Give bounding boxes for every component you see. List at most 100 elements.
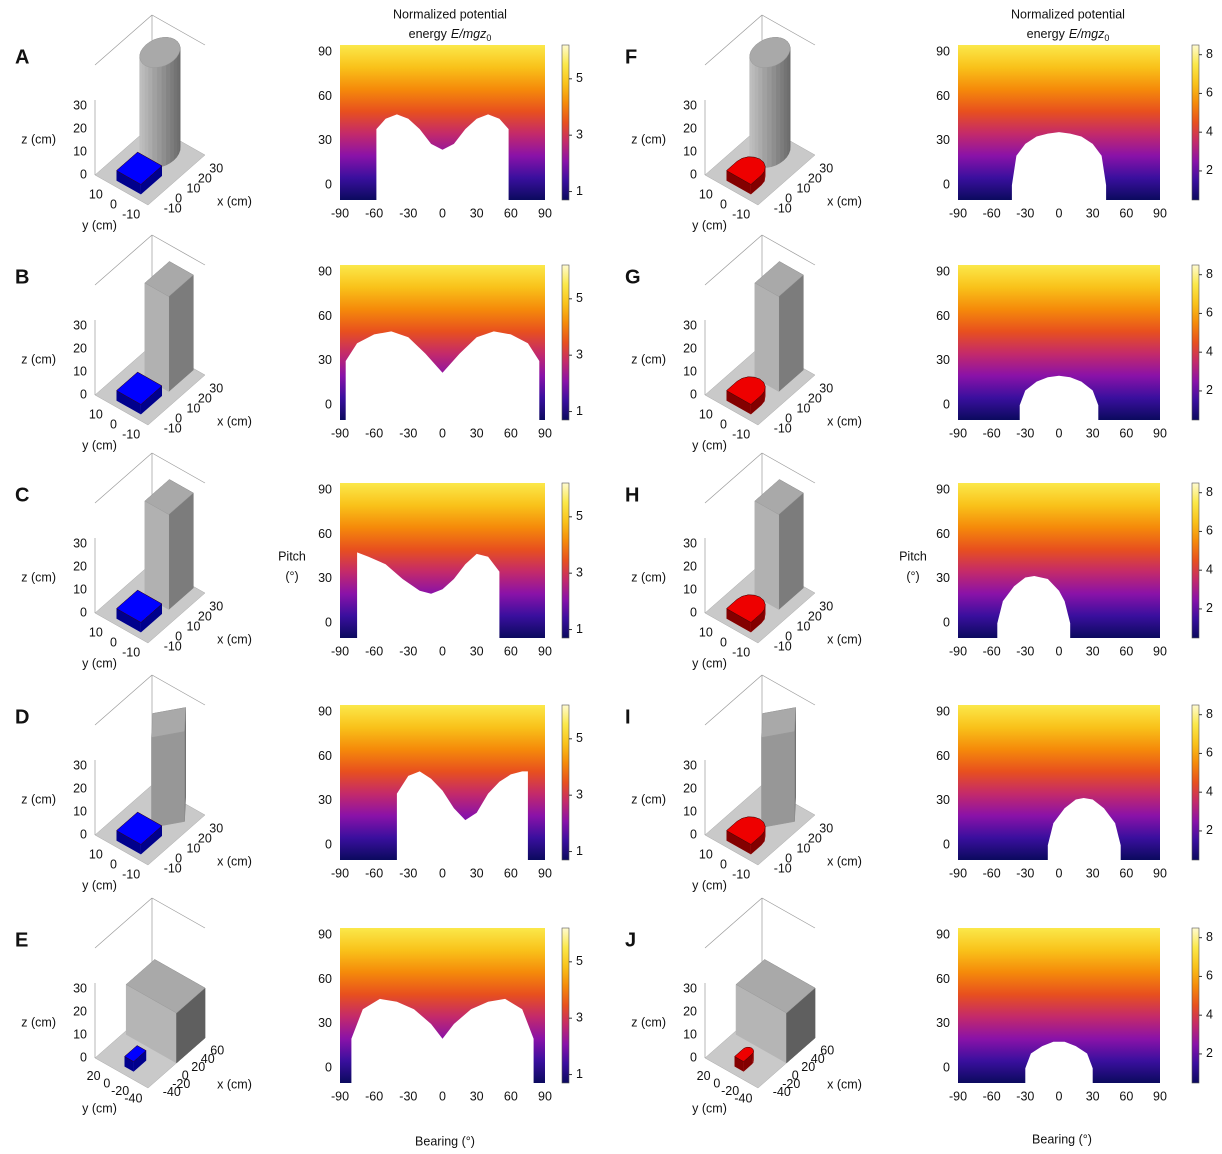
x-axis-label: x (cm) bbox=[827, 414, 862, 428]
y-tick-label: 0 bbox=[110, 857, 117, 871]
x-tick-label: -30 bbox=[1016, 206, 1034, 220]
x-tick-label: 30 bbox=[1086, 644, 1100, 658]
y-tick-label: 10 bbox=[699, 847, 713, 861]
obstacle-top bbox=[761, 707, 796, 738]
panel-letter: B bbox=[15, 266, 29, 288]
colorbar-tick-label: 2 bbox=[1206, 823, 1213, 837]
x-tick-label: 0 bbox=[175, 191, 182, 205]
z-tick-label: 0 bbox=[80, 605, 87, 619]
robot-side bbox=[116, 830, 141, 855]
robot-shade bbox=[726, 390, 751, 415]
x-tick-label: 30 bbox=[1086, 1089, 1100, 1103]
z-axis-label: z (cm) bbox=[21, 352, 56, 366]
robot-side bbox=[743, 1054, 753, 1072]
x-tick-label: 20 bbox=[801, 1060, 815, 1074]
y-tick-label: 30 bbox=[318, 133, 332, 147]
y-tick-label: 30 bbox=[936, 793, 950, 807]
x-tick-label: -90 bbox=[949, 644, 967, 658]
x-tick-label: 30 bbox=[1086, 426, 1100, 440]
z-tick-label: 30 bbox=[683, 98, 697, 112]
x-tick-label: 20 bbox=[808, 391, 822, 405]
x-tick-label: 30 bbox=[819, 821, 833, 835]
schematic-frame bbox=[151, 674, 206, 706]
x-tick-label: -10 bbox=[164, 201, 182, 215]
y-tick-label: 60 bbox=[318, 89, 332, 103]
infeasible-region bbox=[345, 331, 540, 420]
y-tick-label: 0 bbox=[325, 616, 332, 630]
z-tick-label: 20 bbox=[73, 341, 87, 355]
infeasible-region bbox=[1025, 1041, 1093, 1083]
x-tick-label: -20 bbox=[172, 1077, 190, 1091]
colorbar-title-formula: E/mgz bbox=[1069, 27, 1105, 41]
x-tick-label: -60 bbox=[983, 426, 1001, 440]
x-tick-label: 0 bbox=[785, 191, 792, 205]
x-tick-label: 60 bbox=[1119, 1089, 1133, 1103]
schematic-frame bbox=[94, 452, 153, 504]
x-tick-label: -10 bbox=[164, 421, 182, 435]
schematic-frame bbox=[761, 897, 816, 929]
obstacle-top bbox=[125, 959, 206, 1014]
z-tick-label: 0 bbox=[690, 167, 697, 181]
colorbar-tick-label: 6 bbox=[1206, 524, 1213, 538]
x-tick-label: -90 bbox=[331, 644, 349, 658]
y-axis-unit: (°) bbox=[906, 569, 919, 583]
panel-letter: J bbox=[625, 929, 636, 951]
y-tick-label: 20 bbox=[87, 1069, 101, 1083]
y-tick-label: 90 bbox=[936, 483, 950, 497]
z-tick-label: 0 bbox=[690, 1050, 697, 1064]
x-tick-label: 0 bbox=[175, 851, 182, 865]
obstacle-side bbox=[152, 67, 158, 168]
x-tick-label: 10 bbox=[187, 181, 201, 195]
colorbar-tick-label: 3 bbox=[576, 1010, 583, 1024]
x-tick-label: -30 bbox=[399, 866, 417, 880]
x-tick-label: 30 bbox=[209, 821, 223, 835]
z-tick-label: 10 bbox=[73, 582, 87, 596]
colorbar bbox=[1191, 44, 1200, 201]
y-axis-label: y (cm) bbox=[692, 656, 727, 670]
x-axis-label: x (cm) bbox=[827, 632, 862, 646]
z-tick-label: 10 bbox=[73, 804, 87, 818]
robot-shade bbox=[726, 830, 751, 855]
x-tick-label: 10 bbox=[797, 619, 811, 633]
robot-shade bbox=[140, 825, 162, 855]
panel-letter: A bbox=[15, 46, 29, 68]
x-tick-label: -60 bbox=[365, 866, 383, 880]
obstacle-top bbox=[144, 261, 194, 297]
robot-side bbox=[140, 385, 162, 415]
colorbar-tick-label: 2 bbox=[1206, 601, 1213, 615]
robot-shade bbox=[734, 1056, 744, 1072]
schematic-frame bbox=[761, 674, 816, 706]
y-tick-label: 90 bbox=[936, 45, 950, 59]
robot-top bbox=[726, 156, 766, 185]
x-tick-label: -10 bbox=[774, 861, 792, 875]
robot-side bbox=[726, 170, 751, 195]
infeasible-region bbox=[351, 998, 534, 1083]
y-tick-label: 60 bbox=[318, 749, 332, 763]
obstacle-side bbox=[165, 62, 171, 166]
obstacle-side bbox=[754, 282, 780, 392]
colorbar-title: Normalized potential bbox=[393, 7, 507, 21]
infeasible-region bbox=[1011, 132, 1107, 200]
obstacle-top bbox=[735, 959, 816, 1014]
colorbar-tick-label: 8 bbox=[1206, 707, 1213, 721]
robot-side bbox=[124, 1056, 134, 1072]
x-tick-label: -60 bbox=[983, 206, 1001, 220]
schematic-frame bbox=[94, 674, 153, 726]
x-axis-label: x (cm) bbox=[217, 632, 252, 646]
y-axis-label: y (cm) bbox=[692, 218, 727, 232]
x-tick-label: -60 bbox=[365, 1089, 383, 1103]
x-tick-label: -90 bbox=[331, 1089, 349, 1103]
obstacle-side bbox=[169, 59, 174, 164]
x-tick-label: 90 bbox=[1153, 206, 1167, 220]
obstacle-top bbox=[749, 37, 791, 68]
colorbar bbox=[561, 704, 570, 861]
colorbar-tick-label: 2 bbox=[1206, 1046, 1213, 1060]
y-tick-label: 0 bbox=[325, 178, 332, 192]
y-tick-label: 0 bbox=[943, 616, 950, 630]
robot-shade bbox=[743, 1054, 753, 1072]
robot-shade bbox=[116, 830, 141, 855]
z-tick-label: 10 bbox=[73, 144, 87, 158]
x-tick-label: 60 bbox=[504, 644, 518, 658]
colorbar-title-word: energy bbox=[409, 27, 448, 41]
